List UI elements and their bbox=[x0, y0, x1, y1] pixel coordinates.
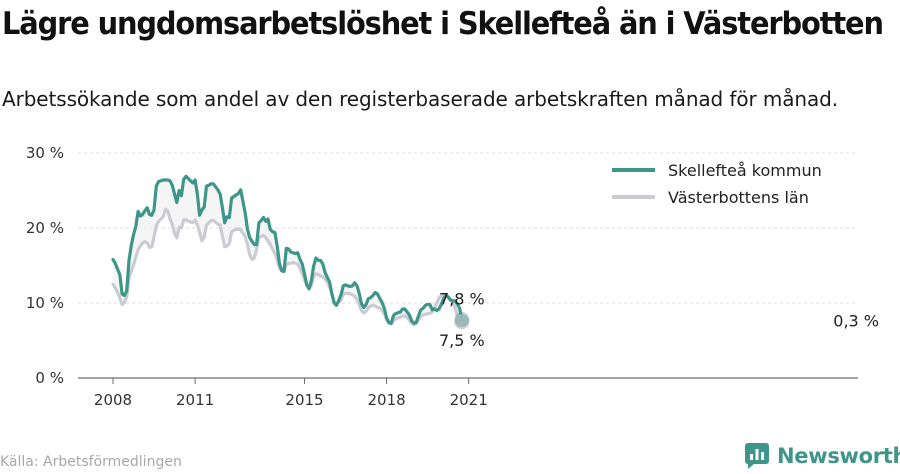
series-line-vasterbotten bbox=[111, 207, 464, 327]
end-marker-vasterbotten bbox=[454, 314, 470, 330]
x-tick-label: 2008 bbox=[94, 391, 132, 409]
y-tick-label: 0 % bbox=[35, 369, 64, 387]
x-tick-label: 2021 bbox=[450, 391, 488, 409]
y-tick-label: 10 % bbox=[26, 294, 64, 312]
legend-label: Västerbottens län bbox=[668, 188, 809, 207]
chart-title: Lägre ungdomsarbetslöshet i Skellefteå ä… bbox=[2, 6, 884, 42]
x-tick-label: 2018 bbox=[368, 391, 406, 409]
brand-name: Newsworthy bbox=[777, 444, 900, 468]
legend-label: Skellefteå kommun bbox=[668, 161, 822, 180]
end-marker-skelleftea bbox=[454, 312, 470, 327]
line-chart: 0 % 10 % 20 % 30 % 2008 2011 2015 2018 2021 Ske… bbox=[26, 144, 879, 409]
newsworthy-logo-icon bbox=[745, 443, 769, 469]
x-tick-label: 2011 bbox=[176, 391, 214, 409]
x-tick-label: 2015 bbox=[285, 391, 323, 409]
series-lines bbox=[111, 174, 464, 327]
series-line-skelleftea bbox=[111, 174, 464, 325]
legend: Skellefteå kommun Västerbottens län bbox=[612, 161, 822, 207]
chart-subtitle: Arbetssökande som andel av den registerb… bbox=[2, 87, 838, 111]
end-annotations: 7,8 % 7,5 % 0,3 % bbox=[439, 290, 879, 350]
brand-logo: Newsworthy bbox=[745, 441, 900, 471]
end-label-lower: 7,5 % bbox=[439, 331, 485, 350]
y-axis-ticks: 0 % 10 % 20 % 30 % bbox=[26, 144, 64, 387]
source-note: Källa: Arbetsförmedlingen bbox=[0, 454, 182, 470]
gridlines bbox=[78, 152, 858, 379]
end-label-difference: 0,3 % bbox=[833, 312, 879, 331]
x-axis: 2008 2011 2015 2018 2021 bbox=[94, 378, 488, 409]
end-label-upper: 7,8 % bbox=[439, 290, 485, 309]
y-tick-label: 20 % bbox=[26, 219, 64, 237]
y-tick-label: 30 % bbox=[26, 144, 64, 162]
